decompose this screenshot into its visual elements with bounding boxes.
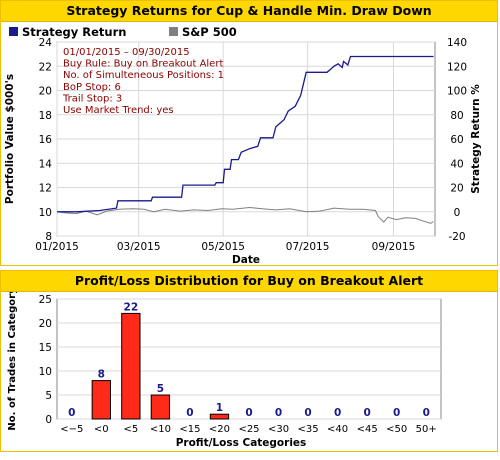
x-tick-label: <35 [298,424,319,435]
x-tick-label: <5 [123,424,138,435]
x-axis-title: Date [232,254,260,266]
strategy-returns-panel: Strategy Returns for Cup & Handle Min. D… [0,0,498,266]
y2-tick-label: 120 [447,61,467,73]
bar-value-label: 1 [216,402,223,414]
y-tick-label: 24 [39,37,53,49]
x-tick-label: <0 [94,424,109,435]
x-tick-label: 07/2015 [286,241,330,253]
x-tick-label: <30 [268,424,289,435]
x-tick-label: 01/2015 [35,241,79,253]
y-tick-label: 25 [39,294,52,306]
x-tick-label: 50+ [416,424,437,435]
bar-value-label: 0 [393,407,400,419]
info-line: Buy Rule: Buy on Breakout Alert [63,59,223,70]
y2-axis-title: Strategy Return % [470,84,482,194]
bar-value-label: 0 [68,407,75,419]
x-tick-label: 03/2015 [117,241,161,253]
strategy-returns-title: Strategy Returns for Cup & Handle Min. D… [1,1,497,22]
y-tick-label: 10 [39,207,52,219]
y-tick-label: 5 [45,390,52,402]
bar-value-label: 0 [334,407,341,419]
bar-value-label: 22 [124,301,139,313]
bar-value-label: 0 [423,407,430,419]
y2-tick-label: 60 [450,134,463,146]
x-axis-title: Profit/Loss Categories [176,437,307,449]
x-tick-label: <20 [209,424,230,435]
strategy-returns-chart: Strategy Return S&P 500 8 10 12 14 16 18 20 22 24 -… [4,25,482,266]
y2-tick-label: 40 [450,158,463,170]
x-tick-label: <45 [357,424,378,435]
profit-loss-chart: 0 5 10 15 20 25 0 <−5 8 <0 22 <5 5 <10 0 <15 1 <20 0 <25 0 <3… [7,292,442,449]
bar [209,413,230,420]
bar-value-label: 0 [275,407,282,419]
legend-label-sp500: S&P 500 [182,25,237,39]
info-line: Trail Stop: 3 [62,93,122,104]
bar [150,394,171,420]
y-tick-label: 8 [45,231,52,243]
bar-value-label: 8 [98,369,105,381]
plot-area [56,298,442,420]
y-tick-label: 12 [39,183,52,195]
legend-label-strategy: Strategy Return [22,25,126,39]
y2-tick-label: -20 [448,231,465,243]
x-tick-label: 05/2015 [201,241,245,253]
y-tick-label: 20 [39,86,52,98]
y2-tick-label: 80 [450,110,463,122]
legend-swatch-sp500 [169,27,178,36]
y-tick-label: 0 [45,414,52,426]
y2-tick-label: 0 [454,207,461,219]
bar-value-label: 0 [186,407,193,419]
y2-tick-label: 100 [447,86,467,98]
y-tick-label: 18 [39,110,52,122]
info-line: 01/01/2015 – 09/30/2015 [63,47,190,58]
x-tick-label: <10 [150,424,171,435]
sp500-line [56,206,434,224]
y-tick-label: 10 [39,366,52,378]
info-line: Use Market Trend: yes [63,105,174,116]
x-tick-label: <50 [386,424,407,435]
y-axis-title: Portfolio Value $000's [4,74,16,204]
info-line: BoP Stop: 6 [63,82,121,93]
profit-loss-panel: Profit/Loss Distribution for Buy on Brea… [0,270,498,452]
y-tick-label: 22 [39,61,52,73]
bar-value-label: 0 [363,407,370,419]
info-line: No. of Simulteneous Positions: 1 [63,70,224,81]
y-tick-label: 20 [39,318,52,330]
x-tick-label: <25 [238,424,259,435]
legend-swatch-strategy [9,27,18,36]
x-tick-label: <15 [179,424,200,435]
y2-tick-label: 140 [447,37,467,49]
bar-value-label: 0 [245,407,252,419]
strategy-return-line [57,55,434,213]
x-tick-label: <−5 [60,424,83,435]
bar [91,380,111,420]
x-tick-label: <40 [327,424,348,435]
y-tick-label: 14 [39,158,53,170]
y-tick-label: 16 [39,134,53,146]
x-tick-label: 09/2015 [372,241,416,253]
bar-value-label: 0 [304,407,311,419]
bar-value-label: 5 [157,383,164,395]
y2-tick-label: 20 [450,183,463,195]
bar [121,312,141,420]
profit-loss-title: Profit/Loss Distribution for Buy on Brea… [1,271,497,292]
y-tick-label: 15 [39,342,52,354]
y-axis-title: No. of Trades in Category [7,292,18,431]
